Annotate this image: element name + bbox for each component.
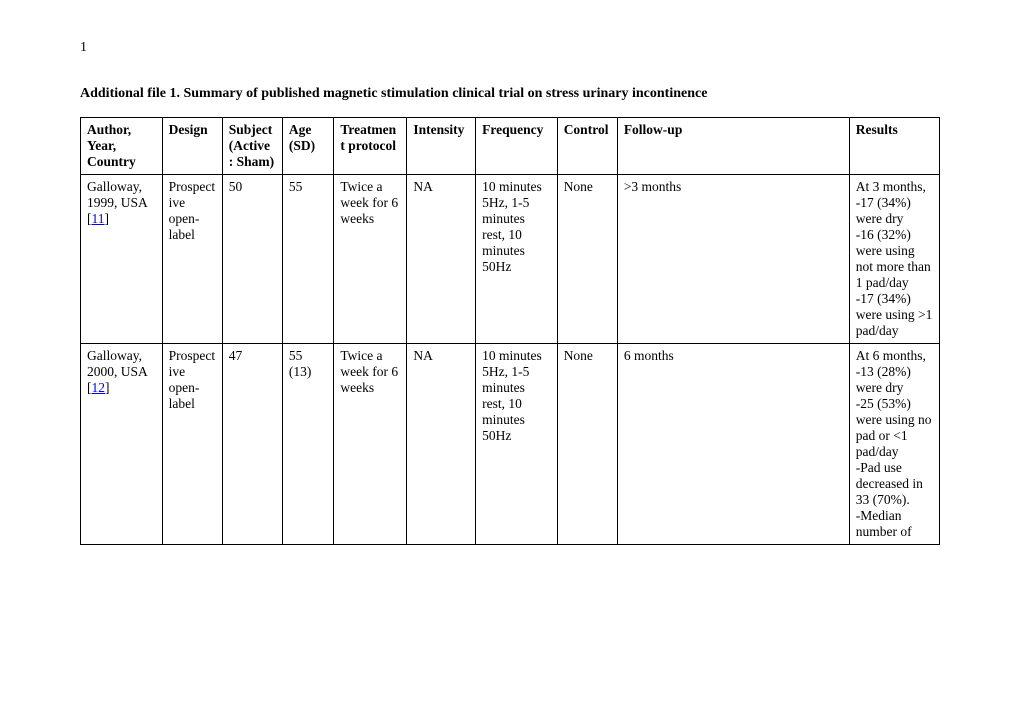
col-follow: Follow-up [617,118,849,175]
page-number: 1 [80,40,940,56]
cell-subject: 50 [222,175,282,344]
cell-treat: Twice a week for 6 weeks [334,175,407,344]
cell-freq: 10 minutes 5Hz, 1-5 minutes rest, 10 min… [476,344,558,545]
header-row: Author, Year, Country Design Subject (Ac… [81,118,940,175]
col-subject: Subject (Active : Sham) [222,118,282,175]
reference-link[interactable]: 11 [92,211,105,226]
reference-link[interactable]: 12 [92,380,106,395]
cell-intens: NA [407,175,476,344]
col-intens: Intensity [407,118,476,175]
table-row: Galloway, 2000, USA [12] Prospective ope… [81,344,940,545]
col-age: Age (SD) [282,118,334,175]
cell-age: 55 [282,175,334,344]
cell-results: At 6 months,-13 (28%) were dry-25 (53%) … [849,344,939,545]
document-title: Additional file 1. Summary of published … [80,86,940,102]
cell-subject: 47 [222,344,282,545]
col-control: Control [557,118,617,175]
table-row: Galloway, 1999, USA [11] Prospective ope… [81,175,940,344]
cell-author: Galloway, 1999, USA [11] [81,175,163,344]
col-design: Design [162,118,222,175]
col-results: Results [849,118,939,175]
cell-design: Prospective open-label [162,175,222,344]
cell-control: None [557,175,617,344]
cell-follow: 6 months [617,344,849,545]
col-author: Author, Year, Country [81,118,163,175]
cell-freq: 10 minutes 5Hz, 1-5 minutes rest, 10 min… [476,175,558,344]
cell-control: None [557,344,617,545]
trial-table: Author, Year, Country Design Subject (Ac… [80,117,940,545]
cell-follow: >3 months [617,175,849,344]
cell-results: At 3 months,-17 (34%) were dry-16 (32%) … [849,175,939,344]
cell-design: Prospective open-label [162,344,222,545]
cell-age: 55 (13) [282,344,334,545]
col-freq: Frequency [476,118,558,175]
col-treat: Treatment protocol [334,118,407,175]
cell-intens: NA [407,344,476,545]
cell-author: Galloway, 2000, USA [12] [81,344,163,545]
cell-treat: Twice a week for 6 weeks [334,344,407,545]
